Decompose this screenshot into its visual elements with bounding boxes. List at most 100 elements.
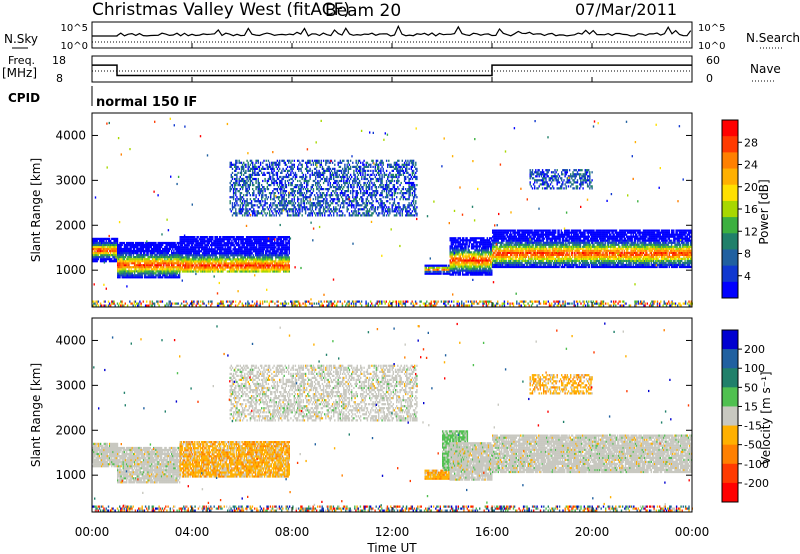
power-cell bbox=[323, 202, 324, 204]
power-cell bbox=[360, 168, 361, 170]
power-cell bbox=[190, 266, 191, 268]
power-cell bbox=[286, 198, 287, 200]
power-cell bbox=[297, 200, 298, 202]
power-cell bbox=[160, 272, 161, 274]
power-cell bbox=[230, 202, 231, 204]
power-cell bbox=[374, 182, 375, 184]
power-cell bbox=[256, 246, 257, 248]
power-cell bbox=[146, 262, 147, 264]
power-cell bbox=[190, 260, 191, 262]
power-cell bbox=[281, 186, 282, 188]
power-cell bbox=[404, 180, 405, 182]
power-cell bbox=[102, 242, 103, 244]
power-cell bbox=[227, 264, 228, 266]
power-cell bbox=[261, 210, 262, 212]
power-cell bbox=[286, 194, 287, 196]
power-cell bbox=[118, 250, 119, 252]
power-cell bbox=[345, 168, 346, 170]
power-cell bbox=[307, 188, 308, 190]
power-cell bbox=[388, 176, 389, 178]
power-cell bbox=[268, 188, 269, 190]
power-cell bbox=[182, 266, 183, 268]
power-cell bbox=[316, 186, 317, 188]
power-cell bbox=[335, 190, 336, 192]
power-cell bbox=[249, 238, 250, 240]
power-cell bbox=[277, 172, 278, 174]
power-cell bbox=[270, 196, 271, 198]
power-cell bbox=[335, 176, 336, 178]
power-cell bbox=[259, 200, 260, 202]
power-cell bbox=[178, 276, 179, 278]
power-cell bbox=[102, 250, 103, 252]
power-cell bbox=[153, 270, 154, 272]
power-cell bbox=[356, 180, 357, 182]
power-cell bbox=[397, 178, 398, 180]
power-cell bbox=[414, 204, 415, 206]
power-cell bbox=[282, 186, 283, 188]
power-cell bbox=[270, 194, 271, 196]
power-cell bbox=[151, 242, 152, 244]
power-cell bbox=[185, 240, 186, 242]
power-cell bbox=[330, 212, 331, 214]
power-cell bbox=[333, 200, 334, 202]
power-cell bbox=[218, 258, 219, 260]
power-cell bbox=[185, 248, 186, 250]
power-cell bbox=[309, 196, 310, 198]
power-cell bbox=[362, 186, 363, 188]
power-cell bbox=[324, 214, 325, 216]
power-cell bbox=[238, 266, 239, 268]
power-cell bbox=[185, 256, 186, 258]
power-cell bbox=[335, 186, 336, 188]
power-cell bbox=[102, 240, 103, 242]
power-cell bbox=[330, 182, 331, 184]
power-cell bbox=[195, 252, 196, 254]
power-cell bbox=[354, 208, 355, 210]
power-cell bbox=[227, 254, 228, 256]
power-cell bbox=[304, 196, 305, 198]
power-cell bbox=[369, 188, 370, 190]
power-cell bbox=[247, 258, 248, 260]
power-cell bbox=[293, 180, 294, 182]
power-cell bbox=[349, 214, 350, 216]
power-cell bbox=[290, 184, 291, 186]
power-cell bbox=[258, 180, 259, 182]
power-cell bbox=[317, 214, 318, 216]
power-cell bbox=[291, 160, 292, 162]
power-cell bbox=[363, 184, 364, 186]
power-cell bbox=[289, 270, 290, 272]
power-cell bbox=[137, 252, 138, 254]
power-cell bbox=[169, 260, 170, 262]
power-cell bbox=[399, 184, 400, 186]
power-cell bbox=[402, 160, 403, 162]
power-cell bbox=[295, 184, 296, 186]
power-cell bbox=[380, 192, 381, 194]
power-cell bbox=[258, 162, 259, 164]
power-cell bbox=[111, 244, 112, 246]
power-cell bbox=[297, 180, 298, 182]
power-cell bbox=[351, 206, 352, 208]
power-cell bbox=[225, 246, 226, 248]
power-cell bbox=[195, 238, 196, 240]
power-cell bbox=[352, 182, 353, 184]
power-cell bbox=[279, 168, 280, 170]
power-cell bbox=[214, 270, 215, 272]
power-cell bbox=[240, 264, 241, 266]
power-cell bbox=[135, 262, 136, 264]
power-cell bbox=[309, 168, 310, 170]
power-cell bbox=[366, 184, 367, 186]
power-cell bbox=[250, 238, 251, 240]
power-cell bbox=[277, 190, 278, 192]
power-cell bbox=[251, 202, 252, 204]
power-cell bbox=[111, 260, 112, 262]
power-cell bbox=[286, 238, 287, 240]
power-cell bbox=[152, 264, 153, 266]
power-cell bbox=[325, 164, 326, 166]
power-cell bbox=[109, 238, 110, 240]
power-cell bbox=[204, 258, 205, 260]
power-cell bbox=[284, 160, 285, 162]
power-cell bbox=[151, 262, 152, 264]
power-cell bbox=[169, 256, 170, 258]
power-cell bbox=[131, 256, 132, 258]
power-cell bbox=[258, 256, 259, 258]
